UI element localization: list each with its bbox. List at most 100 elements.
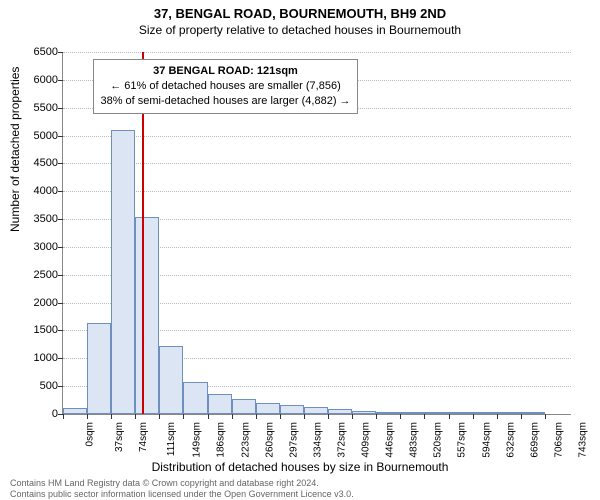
- ytick-label: 1000: [34, 352, 58, 364]
- ytick: [58, 163, 63, 164]
- y-axis-label: Number of detached properties: [8, 67, 22, 232]
- ytick-label: 3000: [34, 241, 58, 253]
- annotation-line2: ← 61% of detached houses are smaller (7,…: [110, 80, 341, 92]
- gridline: [63, 191, 571, 192]
- xtick-label: 743sqm: [578, 422, 589, 458]
- xtick-label: 446sqm: [385, 422, 396, 458]
- ytick-label: 6000: [34, 74, 58, 86]
- ytick: [58, 275, 63, 276]
- histogram-bar: [232, 399, 256, 414]
- gridline: [63, 163, 571, 164]
- xtick-label: 297sqm: [288, 422, 299, 458]
- xtick-label: 186sqm: [216, 422, 227, 458]
- histogram-bar: [328, 409, 352, 414]
- xtick-label: 483sqm: [409, 422, 420, 458]
- xtick: [473, 414, 474, 419]
- histogram-bar: [449, 412, 473, 414]
- xtick: [232, 414, 233, 419]
- xtick: [497, 414, 498, 419]
- chart-title: 37, BENGAL ROAD, BOURNEMOUTH, BH9 2ND: [0, 6, 600, 21]
- annotation-box: 37 BENGAL ROAD: 121sqm ← 61% of detached…: [93, 59, 357, 114]
- histogram-bar: [63, 408, 87, 414]
- xtick: [256, 414, 257, 419]
- ytick-label: 500: [40, 380, 58, 392]
- gridline: [63, 136, 571, 137]
- xtick-label: 706sqm: [553, 422, 564, 458]
- ytick: [58, 247, 63, 248]
- xtick-label: 669sqm: [529, 422, 540, 458]
- x-axis-label: Distribution of detached houses by size …: [0, 460, 600, 474]
- ytick: [58, 358, 63, 359]
- ytick-label: 0: [52, 408, 58, 420]
- histogram-bar: [159, 346, 183, 415]
- xtick: [376, 414, 377, 419]
- ytick-label: 3500: [34, 213, 58, 225]
- histogram-bar: [497, 412, 521, 414]
- ytick: [58, 330, 63, 331]
- ytick-label: 4000: [34, 185, 58, 197]
- xtick: [183, 414, 184, 419]
- xtick: [280, 414, 281, 419]
- ytick-label: 5500: [34, 102, 58, 114]
- ytick: [58, 52, 63, 53]
- histogram-bar: [280, 405, 304, 414]
- xtick: [424, 414, 425, 419]
- xtick: [135, 414, 136, 419]
- ytick-label: 1500: [34, 324, 58, 336]
- xtick: [328, 414, 329, 419]
- xtick-label: 594sqm: [481, 422, 492, 458]
- xtick-label: 557sqm: [457, 422, 468, 458]
- histogram-bar: [208, 394, 232, 414]
- histogram-bar: [111, 130, 135, 414]
- ytick: [58, 191, 63, 192]
- histogram-bar: [87, 323, 111, 414]
- ytick-label: 2000: [34, 297, 58, 309]
- xtick-label: 520sqm: [433, 422, 444, 458]
- xtick: [545, 414, 546, 419]
- xtick-label: 632sqm: [505, 422, 516, 458]
- xtick-label: 0sqm: [84, 422, 95, 446]
- annotation-line1: 37 BENGAL ROAD: 121sqm: [153, 65, 298, 77]
- chart-subtitle: Size of property relative to detached ho…: [0, 23, 600, 37]
- gridline: [63, 52, 571, 53]
- xtick-label: 37sqm: [114, 422, 125, 452]
- histogram-bar: [304, 407, 328, 414]
- xtick: [400, 414, 401, 419]
- ytick-label: 6500: [34, 46, 58, 58]
- xtick: [208, 414, 209, 419]
- xtick-label: 149sqm: [192, 422, 203, 458]
- ytick: [58, 136, 63, 137]
- histogram-bar: [256, 403, 280, 414]
- annotation-line3: 38% of semi-detached houses are larger (…: [100, 95, 350, 107]
- histogram-bar: [183, 382, 207, 414]
- histogram-bar: [135, 217, 159, 414]
- xtick: [449, 414, 450, 419]
- xtick-label: 334sqm: [312, 422, 323, 458]
- xtick: [63, 414, 64, 419]
- histogram-bar: [376, 412, 400, 414]
- xtick-label: 372sqm: [337, 422, 348, 458]
- xtick-label: 223sqm: [240, 422, 251, 458]
- xtick: [111, 414, 112, 419]
- ytick-label: 4500: [34, 157, 58, 169]
- xtick: [304, 414, 305, 419]
- ytick: [58, 219, 63, 220]
- ytick: [58, 386, 63, 387]
- histogram-bar: [521, 412, 545, 414]
- xtick: [159, 414, 160, 419]
- xtick-label: 260sqm: [264, 422, 275, 458]
- chart-container: 37, BENGAL ROAD, BOURNEMOUTH, BH9 2ND Si…: [0, 0, 600, 500]
- ytick: [58, 303, 63, 304]
- xtick: [352, 414, 353, 419]
- ytick: [58, 80, 63, 81]
- xtick-label: 409sqm: [361, 422, 372, 458]
- histogram-bar: [424, 412, 448, 414]
- ytick-label: 2500: [34, 269, 58, 281]
- xtick: [521, 414, 522, 419]
- xtick-label: 111sqm: [166, 422, 177, 456]
- ytick-label: 5000: [34, 130, 58, 142]
- footer-text: Contains HM Land Registry data © Crown c…: [10, 478, 354, 500]
- histogram-bar: [473, 412, 497, 414]
- histogram-bar: [400, 412, 424, 414]
- xtick: [87, 414, 88, 419]
